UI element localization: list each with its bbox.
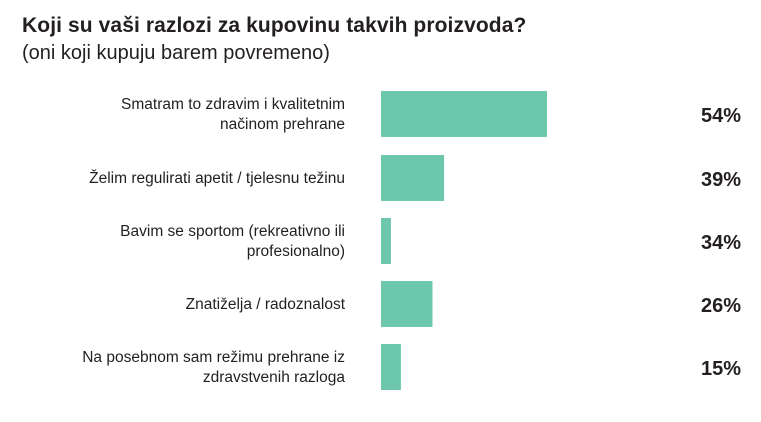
- category-label-line: Znatiželja / radoznalost: [186, 296, 346, 313]
- category-label-line: Na posebnom sam režimu prehrane iz: [82, 349, 345, 366]
- category-label-line: profesionalno): [247, 243, 345, 260]
- bar-4: [381, 281, 433, 327]
- value-label-4: 26%: [701, 295, 741, 317]
- category-label-1: Smatram to zdravim i kvalitetnim načinom …: [121, 96, 345, 133]
- bar-5: [381, 344, 401, 390]
- chart-title: Koji su vaši razlozi za kupovinu takvih …: [22, 14, 527, 37]
- category-label-line: Smatram to zdravim i kvalitetnim: [121, 96, 345, 113]
- category-label-2: Želim regulirati apetit / tjelesnu težin…: [89, 170, 345, 187]
- chart-subtitle: (oni koji kupuju barem povremeno): [22, 42, 330, 64]
- value-label-5: 15%: [701, 358, 741, 380]
- value-label-1: 54%: [701, 105, 741, 127]
- category-label-line: načinom prehrane: [220, 116, 345, 133]
- value-label-2: 39%: [701, 169, 741, 191]
- bar-3: [381, 218, 391, 264]
- bar-1: [381, 91, 547, 137]
- category-label-5: Na posebnom sam režimu prehrane iz zdravs…: [82, 349, 345, 386]
- category-label-line: Želim regulirati apetit / tjelesnu težin…: [89, 170, 345, 187]
- category-label-4: Znatiželja / radoznalost: [186, 296, 346, 313]
- value-label-3: 34%: [701, 232, 741, 254]
- category-label-line: zdravstvenih razloga: [203, 369, 346, 386]
- category-label-3: Bavim se sportom (rekreativno ili profesi…: [120, 223, 345, 260]
- category-label-line: Bavim se sportom (rekreativno ili: [120, 223, 345, 240]
- bar-2: [381, 155, 445, 201]
